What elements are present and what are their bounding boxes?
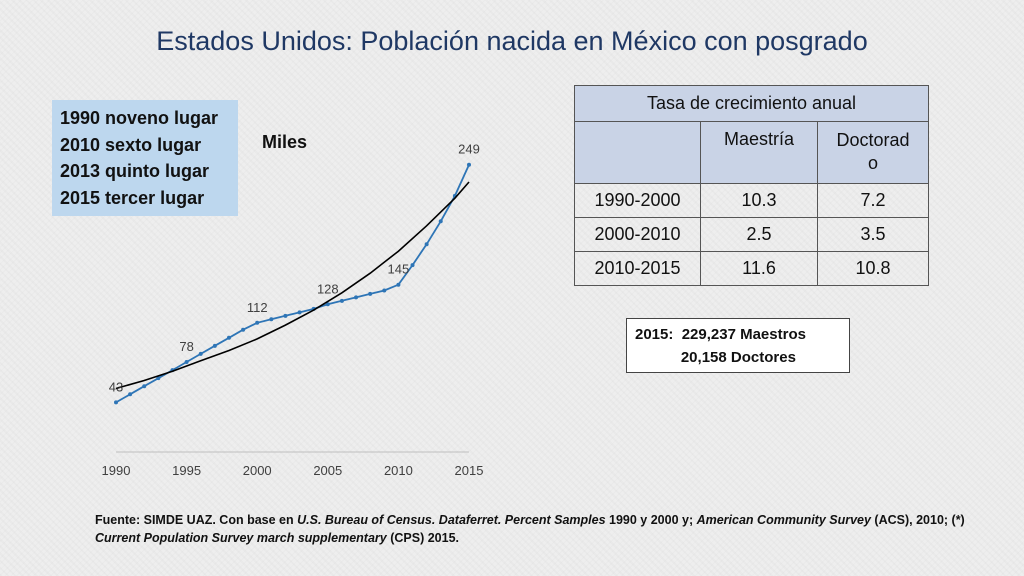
population-data-point [198,351,203,356]
population-data-point [438,219,443,224]
x-tick-label: 2015 [455,463,484,478]
ranking-line: 2015 tercer lugar [60,187,205,208]
population-data-point [424,242,429,247]
population-data-point [283,313,288,318]
population-data-point [467,162,471,167]
source-note: Fuente: SIMDE UAZ. Con base en U.S. Bure… [95,513,965,545]
ranking-line: 2013 quinto lugar [60,161,210,181]
maestria-cell: 11.6 [700,251,818,286]
maestria-cell: 10.3 [700,183,818,218]
ranking-box: 1990 noveno lugar 2010 sexto lugar 2013 … [52,100,238,216]
population-data-point [297,310,302,315]
doctorado-cell: 7.2 [817,183,929,218]
doctorado-cell: 10.8 [817,251,929,286]
population-data-point [325,302,330,307]
x-tick-label: 2005 [313,463,342,478]
population-series-line [115,164,470,404]
x-tick-label: 1995 [172,463,201,478]
page-title: Estados Unidos: Población nacida en Méxi… [156,26,868,56]
table-corner-cell [574,121,701,184]
period-cell: 2000-2010 [574,217,701,252]
data-label: 145 [388,262,410,277]
table-row: 1990-2000 10.3 7.2 [574,183,929,218]
data-label: 78 [179,339,193,354]
population-data-point [241,327,246,332]
population-data-point [396,282,401,287]
totals-masters-line: 2015: 229,237 Maestros [635,326,806,343]
ranking-line: 2010 sexto lugar [60,134,202,155]
period-cell: 1990-2000 [574,183,701,218]
population-data-point [226,335,231,340]
data-label: 112 [247,300,268,315]
data-label: 249 [458,142,480,157]
table-row: 2010-2015 11.6 10.8 [574,251,929,286]
totals-box: 2015: 229,237 Maestros 20,158 Doctores [626,318,850,373]
population-data-point [339,298,344,303]
data-label: 128 [317,281,339,296]
population-data-point [142,384,147,389]
trend-series-line [115,181,470,390]
maestria-cell: 2.5 [700,217,818,252]
x-tick-label: 1990 [102,463,131,478]
population-data-point [354,295,359,300]
population-data-point [212,343,217,348]
column-header-doctorado: Doctorad o [817,121,929,184]
ranking-line: 1990 noveno lugar [60,108,219,128]
population-data-point [269,317,274,322]
population-data-point [255,320,260,325]
population-data-point [382,288,387,293]
units-label: Miles [262,132,308,152]
population-data-point [114,400,118,405]
doctorado-cell: 3.5 [817,217,929,252]
column-header-maestria: Maestría [700,121,818,184]
population-data-point [184,360,189,364]
period-cell: 2010-2015 [574,251,701,286]
table-title: Tasa de crecimiento anual [574,85,929,122]
growth-rate-table: Tasa de crecimiento anual Maestría Docto… [574,85,929,286]
table-row: 2000-2010 2.5 3.5 [574,217,929,252]
x-tick-label: 2010 [384,463,413,478]
population-data-point [156,376,161,381]
data-label: 43 [109,379,123,394]
population-data-point [368,291,373,296]
totals-doctors-line: 20,158 Doctores [635,349,796,366]
x-tick-label: 2000 [243,463,272,478]
population-data-point [410,263,415,268]
population-data-point [128,392,133,397]
